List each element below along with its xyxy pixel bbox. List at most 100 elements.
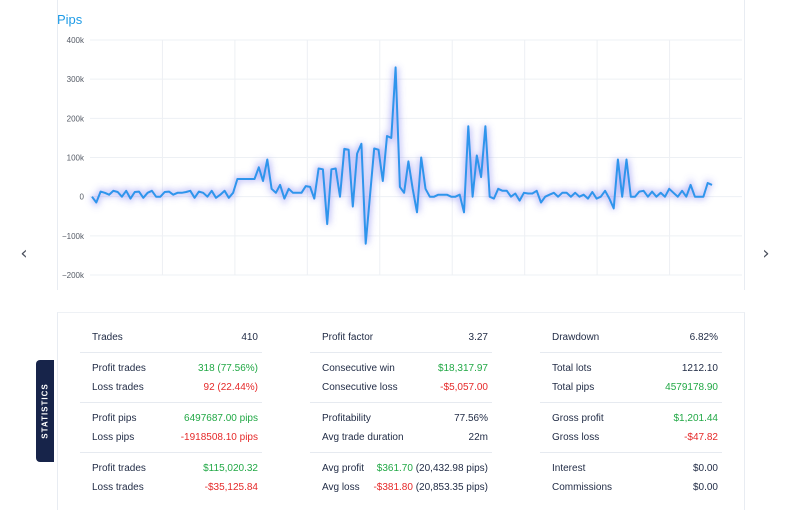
stat-value: 4579178.90: [665, 378, 718, 398]
chart-title: Pips: [57, 12, 83, 27]
chevron-left-icon[interactable]: ‹: [20, 243, 28, 264]
stat-row: Avg loss -$381.80 (20,853.35 pips): [310, 478, 492, 498]
stats-group: Interest $0.00 Commissions $0.00: [540, 453, 722, 502]
stat-row: Gross profit $1,201.44: [540, 409, 722, 429]
stat-value-text: 318 (77.56%): [197, 362, 258, 374]
stat-value: 6497687.00 pips: [184, 409, 258, 429]
series-glow: [89, 67, 714, 244]
stat-value: $18,317.97: [438, 359, 488, 379]
chart-grid: [90, 39, 742, 276]
statistics-tab[interactable]: STATISTICS: [36, 360, 54, 462]
stat-value: $0.00: [693, 478, 718, 498]
stat-label: Interest: [552, 462, 586, 474]
stat-value: -$381.80 (20,853.35 pips): [373, 478, 488, 498]
stats-group: Total lots 1212.10 Total pips 4579178.90: [540, 353, 722, 403]
stat-row: Consecutive loss -$5,057.00: [310, 378, 492, 398]
stat-label: Profitability: [322, 412, 371, 424]
stat-value: 92 (22.44%): [204, 378, 258, 398]
stat-value: -$47.82: [684, 428, 718, 448]
stat-value-text: $361.70: [376, 462, 413, 474]
stat-label: Profit factor: [322, 332, 374, 343]
stat-value-text: $18,317.97: [437, 362, 488, 374]
stat-value-text: 77.56%: [454, 412, 488, 424]
stat-value: $0.00: [693, 459, 718, 479]
stat-value-text: $115,020.32: [203, 462, 258, 474]
stat-row: Drawdown 6.82%: [540, 328, 722, 348]
stat-label: Profit trades: [92, 462, 146, 474]
stat-row: Loss trades -$35,125.84: [80, 478, 262, 498]
stat-label: Drawdown: [552, 332, 600, 343]
stat-value: 77.56%: [454, 409, 488, 429]
stats-group: Profit factor 3.27: [310, 322, 492, 353]
stat-label: Trades: [92, 332, 123, 343]
stats-group: Profit trades 318 (77.56%) Loss trades 92 (…: [80, 353, 262, 403]
stat-value-text: -$47.82: [684, 432, 718, 443]
stat-value-extra: (20,432.98 pips): [412, 462, 488, 474]
stats-group: Avg profit $361.70 (20,432.98 pips) Avg lo…: [310, 453, 492, 502]
stat-label: Loss trades: [92, 382, 144, 393]
stats-group: Profit trades $115,020.32 Loss trades -$35,…: [80, 453, 262, 502]
stat-label: Loss trades: [92, 482, 144, 493]
y-tick-label: 200k: [67, 114, 85, 123]
stat-label: Total pips: [552, 382, 595, 393]
stat-row: Loss pips -1918508.10 pips: [80, 428, 262, 448]
series-line: [91, 66, 713, 245]
stat-label: Profit pips: [92, 412, 137, 424]
stat-row: Trades 410: [80, 328, 262, 348]
stat-value-text: 410: [241, 332, 258, 343]
stat-value-text: 6497687.00 pips: [184, 412, 258, 424]
stat-label: Consecutive loss: [322, 382, 398, 393]
stat-value-text: -$5,057.00: [440, 382, 488, 393]
stat-value: -$5,057.00: [440, 378, 488, 398]
stat-value-extra: (20,853.35 pips): [412, 482, 488, 493]
stat-value: -$35,125.84: [205, 478, 258, 498]
stat-label: Avg loss: [322, 482, 360, 493]
stat-label: Commissions: [552, 482, 613, 493]
stat-label: Total lots: [552, 362, 592, 374]
stat-row: Total lots 1212.10: [540, 359, 722, 379]
stat-value: -1918508.10 pips: [181, 428, 258, 448]
stat-value-text: 92 (22.44%): [203, 382, 258, 393]
stat-row: Interest $0.00: [540, 459, 722, 479]
stat-value-text: $1,201.44: [673, 412, 719, 424]
stats-column-3: Drawdown 6.82% Total lots 1212.10 Total pips…: [540, 322, 722, 502]
stat-row: Profitability 77.56%: [310, 409, 492, 429]
stat-row: Profit factor 3.27: [310, 328, 492, 348]
stats-group: Profitability 77.56% Avg trade duration 22m: [310, 403, 492, 453]
stat-value-text: 4579178.90: [665, 382, 718, 393]
stat-label: Consecutive win: [322, 362, 395, 374]
stat-row: Avg trade duration 22m: [310, 428, 492, 448]
stat-row: Profit trades $115,020.32: [80, 459, 262, 479]
stats-group: Profit pips 6497687.00 pips Loss pips -1918…: [80, 403, 262, 453]
stats-group: Trades 410: [80, 322, 262, 353]
chevron-right-icon[interactable]: ›: [762, 243, 770, 264]
stat-value: 6.82%: [690, 328, 718, 348]
stat-value: $115,020.32: [203, 459, 258, 479]
statistics-tab-label: STATISTICS: [40, 383, 50, 439]
stat-value: 22m: [469, 428, 488, 448]
stat-row: Avg profit $361.70 (20,432.98 pips): [310, 459, 492, 479]
chart-card: [57, 0, 745, 290]
stat-row: Profit pips 6497687.00 pips: [80, 409, 262, 429]
stat-row: Loss trades 92 (22.44%): [80, 378, 262, 398]
stat-row: Profit trades 318 (77.56%): [80, 359, 262, 379]
y-tick-label: −200k: [62, 271, 85, 280]
y-tick-label: 400k: [67, 36, 85, 45]
stat-label: Avg trade duration: [322, 432, 404, 443]
pips-chart: 400k 300k 200k 100k 0 −100k −200k: [62, 36, 742, 280]
series-layer: [89, 66, 714, 245]
stat-label: Loss pips: [92, 432, 135, 443]
stat-value: $1,201.44: [674, 409, 719, 429]
stat-label: Avg profit: [322, 462, 365, 474]
stat-row: Commissions $0.00: [540, 478, 722, 498]
y-tick-label: 0: [80, 193, 85, 202]
stat-value-text: 3.27: [468, 332, 488, 343]
stat-value: $361.70 (20,432.98 pips): [377, 459, 488, 479]
stat-row: Total pips 4579178.90: [540, 378, 722, 398]
stat-row: Consecutive win $18,317.97: [310, 359, 492, 379]
y-axis-ticks: 400k 300k 200k 100k 0 −100k −200k: [62, 36, 85, 280]
stats-group: Gross profit $1,201.44 Gross loss -$47.82: [540, 403, 722, 453]
stats-column-1: Trades 410 Profit trades 318 (77.56%) Loss t…: [80, 322, 262, 502]
stat-value-text: -$381.80: [373, 482, 413, 493]
statistics-card: [57, 312, 745, 510]
